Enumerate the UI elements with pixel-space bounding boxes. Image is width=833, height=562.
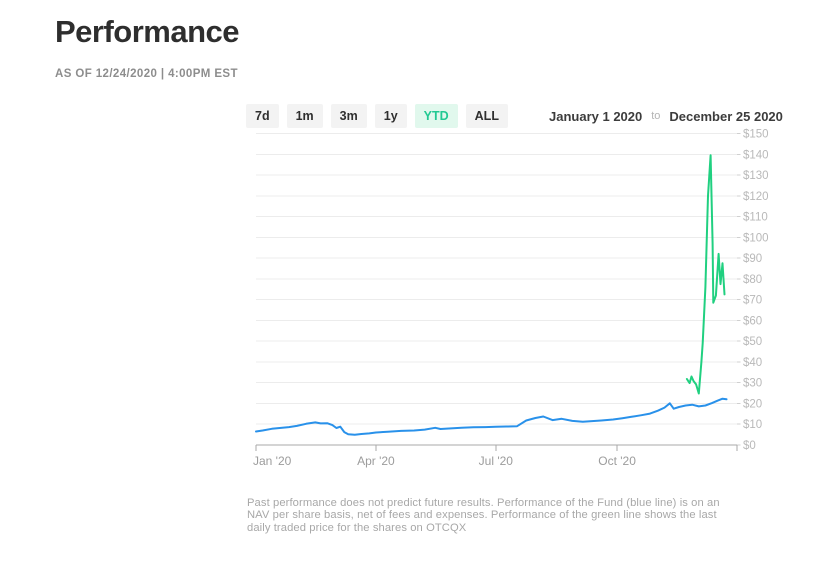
end-date[interactable]: December 25 2020 — [669, 108, 783, 124]
y-axis-label: $140 — [743, 149, 769, 161]
range-button-all[interactable]: ALL — [465, 104, 508, 128]
series-line-otcqx — [685, 154, 726, 395]
y-axis-label: $90 — [743, 253, 762, 265]
date-range: January 1 2020 to December 25 2020 — [549, 104, 783, 128]
x-axis-label: Apr '20 — [357, 454, 395, 468]
chart-canvas[interactable]: $0 $10 $20 $30 $40 $50 $60 $70 $80 $90 $100 $110 $12… — [0, 0, 833, 495]
range-button-1m[interactable]: 1m — [286, 104, 323, 128]
disclaimer-line: Past performance does not predict future… — [247, 497, 720, 509]
series-line-nav — [255, 397, 728, 436]
x-axis-label: Jul '20 — [479, 454, 514, 468]
disclaimer-line: daily traded price for the shares on OTC… — [247, 521, 467, 534]
x-axis-label: Oct '20 — [598, 454, 636, 468]
y-axis-label: $80 — [743, 274, 762, 286]
disclaimer-line: NAV per share basis, net of fees and exp… — [247, 509, 717, 522]
y-axis-label: $70 — [743, 295, 762, 307]
page-title: Performance — [55, 14, 240, 49]
y-axis-label: $20 — [743, 398, 762, 410]
y-axis-label: $60 — [743, 315, 762, 327]
range-button-7d[interactable]: 7d — [246, 104, 279, 128]
y-axis-label: $0 — [743, 440, 756, 452]
start-date[interactable]: January 1 2020 — [549, 108, 643, 124]
y-axis-label: $30 — [743, 378, 762, 390]
y-axis-label: $10 — [743, 419, 762, 431]
y-axis-label: $50 — [743, 336, 762, 348]
performance-chart[interactable]: $0 $10 $20 $30 $40 $50 $60 $70 $80 $90 $100 $110 $12… — [0, 0, 833, 495]
y-axis-label: $100 — [743, 232, 769, 244]
range-button-1y[interactable]: 1y — [374, 104, 407, 128]
disclaimer-text: Past performance does not predict future… — [247, 497, 720, 534]
range-button-3m[interactable]: 3m — [330, 104, 367, 128]
time-range-selector: 7d 1m 3m 1y YTD ALL — [246, 104, 508, 128]
y-axis-label: $40 — [743, 357, 762, 369]
date-range-separator: to — [651, 110, 661, 122]
x-axis-label: Jan '20 — [253, 454, 292, 468]
y-axis-label: $150 — [743, 129, 769, 141]
y-axis-label: $120 — [743, 191, 769, 203]
range-button-ytd[interactable]: YTD — [414, 104, 458, 128]
y-axis-label: $130 — [743, 170, 769, 182]
y-axis-label: $110 — [743, 212, 768, 224]
as-of-timestamp: AS OF 12/24/2020 | 4:00PM EST — [55, 68, 238, 80]
